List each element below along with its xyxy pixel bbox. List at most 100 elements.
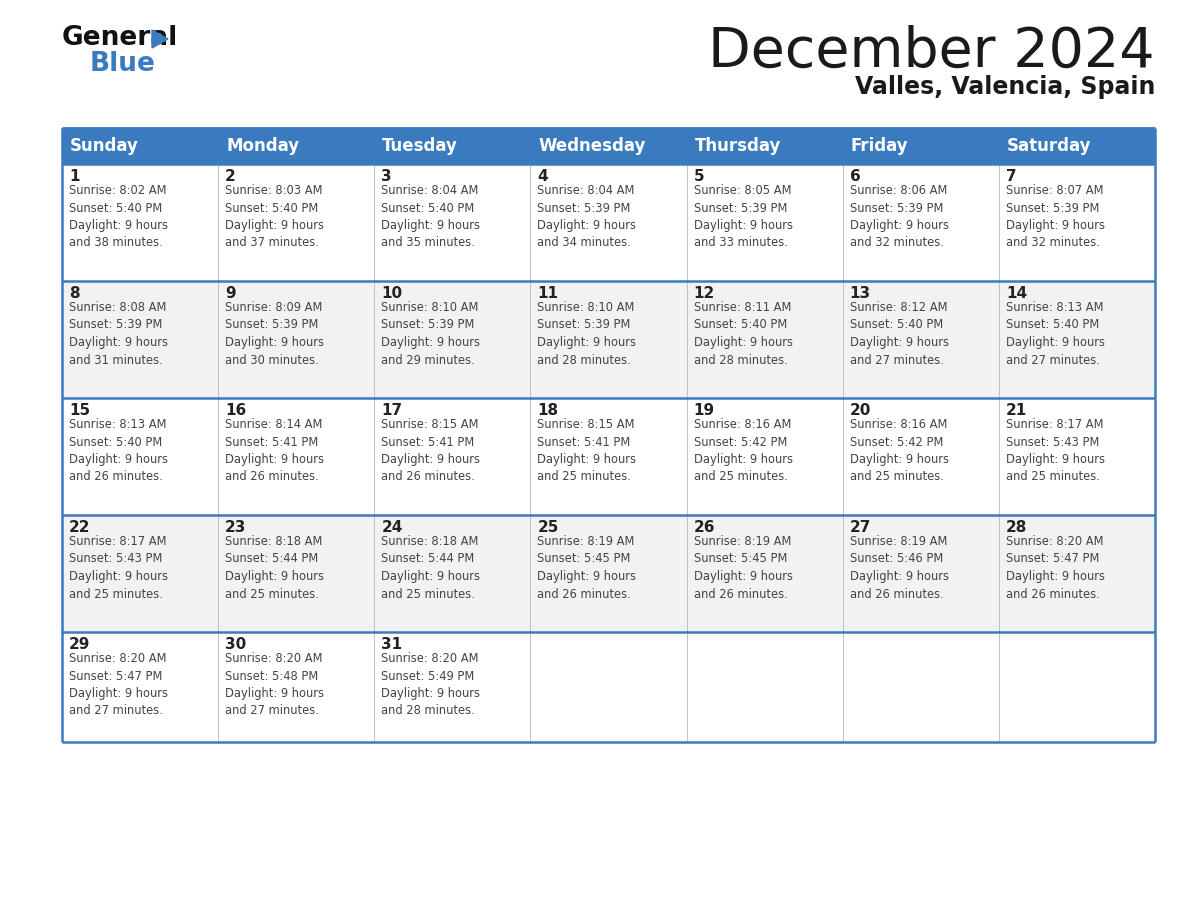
Bar — [374, 398, 530, 515]
Text: Sunrise: 8:13 AM
Sunset: 5:40 PM
Daylight: 9 hours
and 26 minutes.: Sunrise: 8:13 AM Sunset: 5:40 PM Dayligh… — [69, 418, 168, 484]
Bar — [999, 398, 1155, 515]
Bar — [999, 164, 1155, 281]
Text: Sunrise: 8:04 AM
Sunset: 5:40 PM
Daylight: 9 hours
and 35 minutes.: Sunrise: 8:04 AM Sunset: 5:40 PM Dayligh… — [381, 184, 480, 250]
Text: Sunrise: 8:20 AM
Sunset: 5:47 PM
Daylight: 9 hours
and 26 minutes.: Sunrise: 8:20 AM Sunset: 5:47 PM Dayligh… — [1006, 535, 1105, 600]
Bar — [687, 281, 842, 398]
Text: Sunrise: 8:03 AM
Sunset: 5:40 PM
Daylight: 9 hours
and 37 minutes.: Sunrise: 8:03 AM Sunset: 5:40 PM Dayligh… — [226, 184, 324, 250]
Text: Sunrise: 8:19 AM
Sunset: 5:46 PM
Daylight: 9 hours
and 26 minutes.: Sunrise: 8:19 AM Sunset: 5:46 PM Dayligh… — [849, 535, 949, 600]
Text: Sunrise: 8:16 AM
Sunset: 5:42 PM
Daylight: 9 hours
and 25 minutes.: Sunrise: 8:16 AM Sunset: 5:42 PM Dayligh… — [694, 418, 792, 484]
Text: 13: 13 — [849, 286, 871, 301]
Bar — [374, 515, 530, 632]
Text: Sunrise: 8:12 AM
Sunset: 5:40 PM
Daylight: 9 hours
and 27 minutes.: Sunrise: 8:12 AM Sunset: 5:40 PM Dayligh… — [849, 301, 949, 366]
Bar — [374, 128, 530, 164]
Bar — [842, 515, 999, 632]
Text: Wednesday: Wednesday — [538, 137, 646, 155]
Text: Sunrise: 8:06 AM
Sunset: 5:39 PM
Daylight: 9 hours
and 32 minutes.: Sunrise: 8:06 AM Sunset: 5:39 PM Dayligh… — [849, 184, 949, 250]
Text: Valles, Valencia, Spain: Valles, Valencia, Spain — [854, 75, 1155, 99]
Bar — [374, 281, 530, 398]
Text: 23: 23 — [226, 520, 247, 535]
Text: 8: 8 — [69, 286, 80, 301]
Text: 14: 14 — [1006, 286, 1026, 301]
Bar — [62, 398, 219, 515]
Bar — [219, 281, 374, 398]
Text: 28: 28 — [1006, 520, 1028, 535]
Text: Tuesday: Tuesday — [383, 137, 459, 155]
Text: 1: 1 — [69, 169, 80, 184]
Text: 25: 25 — [537, 520, 558, 535]
Bar — [999, 128, 1155, 164]
Text: 4: 4 — [537, 169, 548, 184]
Text: Sunrise: 8:20 AM
Sunset: 5:49 PM
Daylight: 9 hours
and 28 minutes.: Sunrise: 8:20 AM Sunset: 5:49 PM Dayligh… — [381, 652, 480, 718]
Text: Sunrise: 8:15 AM
Sunset: 5:41 PM
Daylight: 9 hours
and 26 minutes.: Sunrise: 8:15 AM Sunset: 5:41 PM Dayligh… — [381, 418, 480, 484]
Text: Sunrise: 8:07 AM
Sunset: 5:39 PM
Daylight: 9 hours
and 32 minutes.: Sunrise: 8:07 AM Sunset: 5:39 PM Dayligh… — [1006, 184, 1105, 250]
Bar — [374, 632, 530, 742]
Bar — [219, 128, 374, 164]
Text: Sunrise: 8:19 AM
Sunset: 5:45 PM
Daylight: 9 hours
and 26 minutes.: Sunrise: 8:19 AM Sunset: 5:45 PM Dayligh… — [694, 535, 792, 600]
Text: 2: 2 — [226, 169, 236, 184]
Bar — [687, 164, 842, 281]
Text: 18: 18 — [537, 403, 558, 418]
Text: Sunrise: 8:05 AM
Sunset: 5:39 PM
Daylight: 9 hours
and 33 minutes.: Sunrise: 8:05 AM Sunset: 5:39 PM Dayligh… — [694, 184, 792, 250]
Bar — [687, 515, 842, 632]
Bar — [999, 632, 1155, 742]
Text: December 2024: December 2024 — [708, 25, 1155, 79]
Text: Sunrise: 8:18 AM
Sunset: 5:44 PM
Daylight: 9 hours
and 25 minutes.: Sunrise: 8:18 AM Sunset: 5:44 PM Dayligh… — [381, 535, 480, 600]
Text: 21: 21 — [1006, 403, 1028, 418]
Text: Sunrise: 8:20 AM
Sunset: 5:48 PM
Daylight: 9 hours
and 27 minutes.: Sunrise: 8:20 AM Sunset: 5:48 PM Dayligh… — [226, 652, 324, 718]
Text: 10: 10 — [381, 286, 403, 301]
Text: 27: 27 — [849, 520, 871, 535]
Bar — [530, 164, 687, 281]
Bar — [530, 281, 687, 398]
Text: Sunrise: 8:02 AM
Sunset: 5:40 PM
Daylight: 9 hours
and 38 minutes.: Sunrise: 8:02 AM Sunset: 5:40 PM Dayligh… — [69, 184, 168, 250]
Text: 26: 26 — [694, 520, 715, 535]
Bar — [842, 398, 999, 515]
Text: 19: 19 — [694, 403, 715, 418]
Text: Sunday: Sunday — [70, 137, 139, 155]
Bar — [62, 632, 219, 742]
Text: Sunrise: 8:08 AM
Sunset: 5:39 PM
Daylight: 9 hours
and 31 minutes.: Sunrise: 8:08 AM Sunset: 5:39 PM Dayligh… — [69, 301, 168, 366]
Bar — [62, 515, 219, 632]
Bar — [219, 515, 374, 632]
Bar — [62, 128, 219, 164]
Bar — [687, 398, 842, 515]
Text: Sunrise: 8:15 AM
Sunset: 5:41 PM
Daylight: 9 hours
and 25 minutes.: Sunrise: 8:15 AM Sunset: 5:41 PM Dayligh… — [537, 418, 637, 484]
Text: Sunrise: 8:09 AM
Sunset: 5:39 PM
Daylight: 9 hours
and 30 minutes.: Sunrise: 8:09 AM Sunset: 5:39 PM Dayligh… — [226, 301, 324, 366]
Bar — [62, 281, 219, 398]
Text: 22: 22 — [69, 520, 90, 535]
Bar — [62, 164, 219, 281]
Text: 17: 17 — [381, 403, 403, 418]
Text: Blue: Blue — [90, 51, 156, 77]
Text: Friday: Friday — [851, 137, 909, 155]
Bar — [530, 128, 687, 164]
Bar — [842, 128, 999, 164]
Bar — [219, 164, 374, 281]
Text: Sunrise: 8:17 AM
Sunset: 5:43 PM
Daylight: 9 hours
and 25 minutes.: Sunrise: 8:17 AM Sunset: 5:43 PM Dayligh… — [69, 535, 168, 600]
Text: 6: 6 — [849, 169, 860, 184]
Text: Sunrise: 8:13 AM
Sunset: 5:40 PM
Daylight: 9 hours
and 27 minutes.: Sunrise: 8:13 AM Sunset: 5:40 PM Dayligh… — [1006, 301, 1105, 366]
Text: 11: 11 — [537, 286, 558, 301]
Bar — [842, 281, 999, 398]
Text: 9: 9 — [226, 286, 235, 301]
Text: Sunrise: 8:20 AM
Sunset: 5:47 PM
Daylight: 9 hours
and 27 minutes.: Sunrise: 8:20 AM Sunset: 5:47 PM Dayligh… — [69, 652, 168, 718]
Text: Sunrise: 8:10 AM
Sunset: 5:39 PM
Daylight: 9 hours
and 29 minutes.: Sunrise: 8:10 AM Sunset: 5:39 PM Dayligh… — [381, 301, 480, 366]
Text: 12: 12 — [694, 286, 715, 301]
Bar — [530, 515, 687, 632]
Text: Sunrise: 8:14 AM
Sunset: 5:41 PM
Daylight: 9 hours
and 26 minutes.: Sunrise: 8:14 AM Sunset: 5:41 PM Dayligh… — [226, 418, 324, 484]
Bar — [530, 398, 687, 515]
Polygon shape — [152, 30, 168, 48]
Text: 7: 7 — [1006, 169, 1017, 184]
Bar — [999, 281, 1155, 398]
Text: 3: 3 — [381, 169, 392, 184]
Bar — [530, 632, 687, 742]
Text: Saturday: Saturday — [1007, 137, 1092, 155]
Text: Sunrise: 8:17 AM
Sunset: 5:43 PM
Daylight: 9 hours
and 25 minutes.: Sunrise: 8:17 AM Sunset: 5:43 PM Dayligh… — [1006, 418, 1105, 484]
Text: Monday: Monday — [226, 137, 299, 155]
Text: Sunrise: 8:04 AM
Sunset: 5:39 PM
Daylight: 9 hours
and 34 minutes.: Sunrise: 8:04 AM Sunset: 5:39 PM Dayligh… — [537, 184, 637, 250]
Bar — [842, 632, 999, 742]
Text: Thursday: Thursday — [695, 137, 781, 155]
Bar — [374, 164, 530, 281]
Bar — [219, 632, 374, 742]
Text: 15: 15 — [69, 403, 90, 418]
Text: 16: 16 — [226, 403, 246, 418]
Text: 20: 20 — [849, 403, 871, 418]
